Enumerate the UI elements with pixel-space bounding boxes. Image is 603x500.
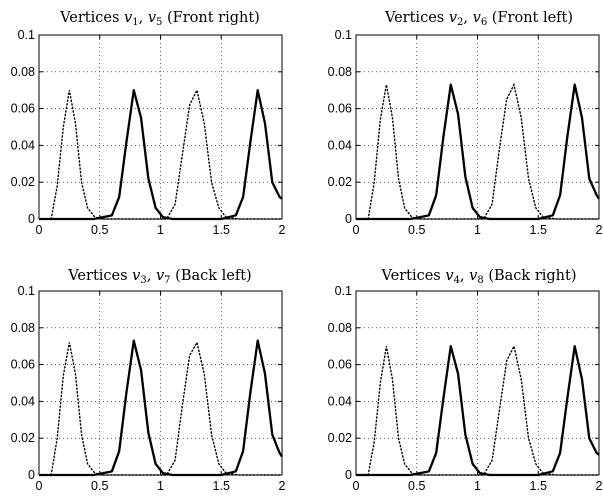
- subplot-4-title-sub1: 4: [454, 275, 460, 286]
- subplot-4-title-main: Vertices: [380, 268, 445, 284]
- subplot-4-xtick-label: 0.5: [408, 479, 425, 493]
- subplot-3-title-rest: (Back left): [171, 268, 252, 284]
- subplot-4-ytick-label: 0.04: [328, 394, 352, 408]
- subplot-2-title-rest: (Front left): [487, 10, 573, 26]
- subplot-4-series-solid-line: [356, 345, 600, 477]
- subplot-3-ytick-label: 0.1: [18, 284, 35, 298]
- subplot-3-title-main: Vertices: [67, 268, 132, 284]
- subplot-1-ytick-label: 0.06: [11, 102, 35, 116]
- subplot-4-title-sep: ,: [460, 268, 469, 284]
- subplot-1-ytick-label: 0: [28, 212, 35, 226]
- subplot-2-ytick-label: 0: [345, 212, 352, 226]
- subplot-1-title-sep: ,: [139, 10, 148, 26]
- subplot-3-xtick-label: 2: [279, 479, 286, 493]
- subplot-4-ytick-label: 0: [345, 468, 352, 482]
- subplot-2-xtick-label: 1: [474, 223, 481, 237]
- subplot-4-xtick-label: 2: [596, 479, 603, 493]
- subplot-2: Vertices v2, v6 (Front left) 0 0.5 1 1.5 200…: [328, 10, 603, 237]
- subplot-4-ytick-label: 0.06: [328, 358, 352, 372]
- subplot-1: Vertices v1, v5 (Front right) 0 0.5 1 1.5 20…: [11, 10, 286, 237]
- subplot-2-title-var1: v: [449, 10, 458, 26]
- subplot-1-ytick-label: 0.02: [11, 175, 35, 189]
- subplot-3-series-solid-line: [39, 339, 283, 477]
- subplot-3-title: Vertices v3, v7 (Back left): [67, 268, 251, 286]
- subplot-4-ytick-label: 0.02: [328, 431, 352, 445]
- subplot-1-title-sub2: 5: [156, 17, 162, 28]
- subplot-3-title-sub2: 7: [164, 275, 170, 286]
- subplot-1-ytick-label: 0.08: [11, 65, 35, 79]
- subplot-2-xtick-label: 1.5: [530, 223, 547, 237]
- subplot-4-ytick-label: 0.1: [335, 284, 352, 298]
- subplot-1-title-sub1: 1: [132, 17, 138, 28]
- subplot-1-xtick-label: 2: [279, 223, 286, 237]
- subplot-2-series-solid-line: [356, 83, 600, 221]
- subplot-2-ytick-label: 0.02: [328, 175, 352, 189]
- subplot-2-title-sub2: 6: [481, 17, 487, 28]
- subplot-4-title-var1: v: [445, 268, 454, 284]
- subplot-3-ytick-label: 0.02: [11, 431, 35, 445]
- subplot-1-xtick-label: 0.5: [91, 223, 108, 237]
- subplot-1-title-rest: (Front right): [162, 10, 259, 26]
- subplot-3-ytick-label: 0.04: [11, 394, 35, 408]
- subplot-2-ytick-label: 0.04: [328, 138, 352, 152]
- subplot-3-xtick-label: 1: [157, 479, 164, 493]
- subplot-3-title-sub1: 3: [140, 275, 146, 286]
- subplot-1-title: Vertices v1, v5 (Front right): [59, 10, 260, 28]
- subplot-4-ytick-label: 0.08: [328, 321, 352, 335]
- subplot-2-title-sub1: 2: [457, 17, 463, 28]
- subplot-1-title-main: Vertices: [59, 10, 124, 26]
- subplot-1-title-var2: v: [148, 10, 157, 26]
- subplot-2-title: Vertices v2, v6 (Front left): [384, 10, 573, 28]
- subplot-4-title-sub2: 8: [477, 275, 483, 286]
- subplot-2-ytick-label: 0.06: [328, 102, 352, 116]
- subplot-2-title-var2: v: [473, 10, 482, 26]
- subplot-3-ytick-label: 0: [28, 468, 35, 482]
- subplot-2-title-main: Vertices: [384, 10, 449, 26]
- subplot-4-xtick-label: 0: [353, 479, 360, 493]
- subplot-3-xtick-label: 0.5: [91, 479, 108, 493]
- subplot-1-xtick-label: 1: [157, 223, 164, 237]
- subplot-1-title-var1: v: [124, 10, 133, 26]
- subplot-4-title: Vertices v4, v8 (Back right): [380, 268, 576, 286]
- subplot-4-xtick-label: 1.5: [530, 479, 547, 493]
- subplot-4-title-var2: v: [469, 268, 478, 284]
- subplot-2-xtick-label: 0.5: [408, 223, 425, 237]
- subplot-1-ytick-label: 0.04: [11, 138, 35, 152]
- subplot-3-title-sep: ,: [147, 268, 156, 284]
- subplot-3-ytick-label: 0.08: [11, 321, 35, 335]
- subplot-4-title-rest: (Back right): [484, 268, 577, 284]
- subplot-1-ytick-label: 0.1: [18, 28, 35, 42]
- subplot-3-title-var2: v: [156, 268, 165, 284]
- subplot-3-ytick-label: 0.06: [11, 358, 35, 372]
- subplot-1-series-solid-line: [39, 89, 283, 221]
- subplot-1-xtick-label: 0: [36, 223, 43, 237]
- subplot-2-xtick-label: 2: [596, 223, 603, 237]
- subplot-3-title-var1: v: [132, 268, 141, 284]
- subplot-4: Vertices v4, v8 (Back right) 0 0.5 1 1.5 200…: [328, 268, 603, 493]
- subplot-4-xtick-label: 1: [474, 479, 481, 493]
- subplot-3: Vertices v3, v7 (Back left) 0 0.5 1 1.5 200.…: [11, 268, 286, 493]
- subplot-1-series-dotted-line: [50, 88, 283, 220]
- subplot-2-xtick-label: 0: [353, 223, 360, 237]
- subplot-4-series-dotted-line: [367, 344, 600, 476]
- subplot-2-ytick-label: 0.1: [335, 28, 352, 42]
- subplot-2-title-sep: ,: [463, 10, 472, 26]
- subplot-3-xtick-label: 0: [36, 479, 43, 493]
- subplot-2-ytick-label: 0.08: [328, 65, 352, 79]
- subplot-1-xtick-label: 1.5: [213, 223, 230, 237]
- subplot-3-xtick-label: 1.5: [213, 479, 230, 493]
